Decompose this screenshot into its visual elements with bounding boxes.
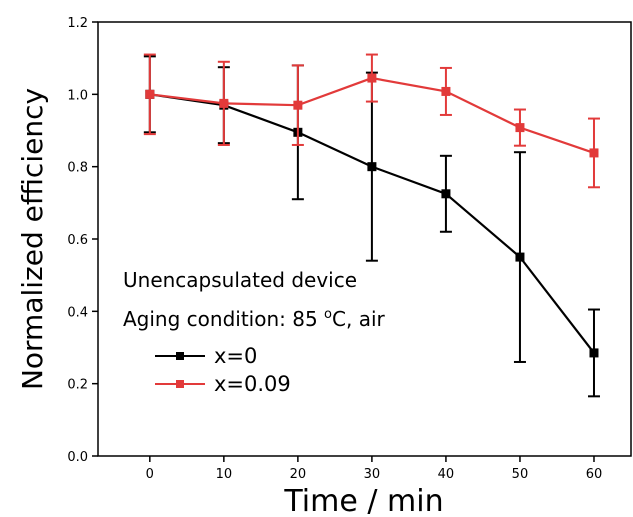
data-point xyxy=(589,148,599,158)
data-point xyxy=(441,86,451,96)
x-tick-label: 20 xyxy=(290,467,307,482)
y-axis-title: Normalized efficiency xyxy=(16,88,49,390)
series-layer xyxy=(143,53,600,398)
x-axis-title: Time / min xyxy=(283,484,443,517)
series-0 xyxy=(143,55,600,398)
data-point xyxy=(589,348,599,358)
legend-marker-x009 xyxy=(176,380,184,388)
data-point xyxy=(293,100,303,110)
data-point xyxy=(145,89,155,99)
annotation-aging: Aging condition: 85 oC, air xyxy=(123,307,386,331)
data-point xyxy=(441,189,451,199)
y-tick-label: 1.2 xyxy=(67,16,88,31)
x-tick-label: 50 xyxy=(512,467,529,482)
y-tick-label: 0.4 xyxy=(67,305,88,320)
legend: x=0 x=0.09 xyxy=(155,344,291,396)
legend-marker-x0 xyxy=(176,352,184,360)
y-tick-label: 1.0 xyxy=(67,88,88,103)
data-point xyxy=(515,123,525,133)
series-1 xyxy=(143,53,600,189)
y-tick-label: 0.6 xyxy=(67,233,88,248)
x-tick-label: 0 xyxy=(146,467,154,482)
annotation-aging-prefix: Aging condition: 85 xyxy=(123,307,324,331)
data-point xyxy=(367,162,377,172)
data-point xyxy=(515,252,525,262)
y-tick-label: 0.2 xyxy=(67,378,88,393)
x-tick-label: 40 xyxy=(438,467,455,482)
data-point xyxy=(367,73,377,83)
legend-label-x009: x=0.09 xyxy=(214,372,291,396)
legend-label-x0: x=0 xyxy=(214,344,257,368)
x-tick-label: 10 xyxy=(216,467,233,482)
annotation-aging-degree: o xyxy=(324,307,332,322)
x-axis: 0 10 20 30 40 50 60 xyxy=(146,456,603,482)
plot-frame xyxy=(97,21,632,457)
y-tick-label: 0.8 xyxy=(67,161,88,176)
annotation-device: Unencapsulated device xyxy=(123,268,357,292)
y-tick-label: 0.0 xyxy=(67,450,88,465)
x-tick-label: 60 xyxy=(586,467,603,482)
y-axis: 0.0 0.2 0.4 0.6 0.8 1.0 1.2 xyxy=(67,16,98,465)
annotation-aging-suffix: C, air xyxy=(332,307,385,331)
x-tick-label: 30 xyxy=(364,467,381,482)
data-point xyxy=(219,98,229,108)
